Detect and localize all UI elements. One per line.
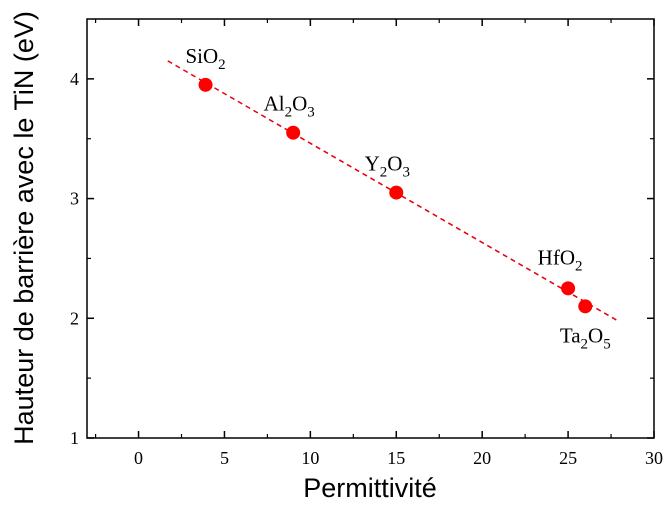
point-labels: SiO2 Al2O3 Y2O3 HfO2 Ta2O5 (185, 44, 610, 352)
y-tick-label: 4 (70, 69, 79, 89)
data-point (578, 299, 593, 314)
data-point (198, 77, 213, 92)
y-tick-label: 3 (70, 189, 79, 209)
fit-line-group (167, 60, 621, 323)
data-point (561, 281, 576, 296)
fit-line (167, 60, 621, 323)
point-label: HfO2 (538, 245, 583, 274)
point-label: Y2O3 (365, 152, 410, 181)
x-tick-label: 20 (473, 448, 491, 468)
y-axis-ticks: 1 2 3 4 (70, 69, 654, 448)
point-label: Al2O3 (264, 92, 315, 121)
data-point (286, 125, 301, 140)
y-tick-label: 2 (70, 308, 79, 328)
data-points (198, 77, 593, 314)
plot-area-frame (86, 18, 655, 439)
y-tick-label: 1 (70, 428, 79, 448)
y-axis-title: Hauteur de barrière avec le TiN (eV) (9, 11, 39, 445)
x-tick-label: 10 (301, 448, 319, 468)
x-tick-label: 30 (645, 448, 663, 468)
x-tick-label: 15 (387, 448, 405, 468)
x-axis-title: Permittivité (303, 473, 437, 503)
x-tick-label: 0 (134, 448, 143, 468)
x-tick-label: 25 (559, 448, 577, 468)
point-label: SiO2 (185, 44, 225, 73)
x-tick-label: 5 (220, 448, 229, 468)
point-label: Ta2O5 (560, 323, 611, 352)
data-point (389, 185, 404, 200)
x-axis-ticks: 0 5 10 15 20 25 30 (94, 19, 663, 468)
